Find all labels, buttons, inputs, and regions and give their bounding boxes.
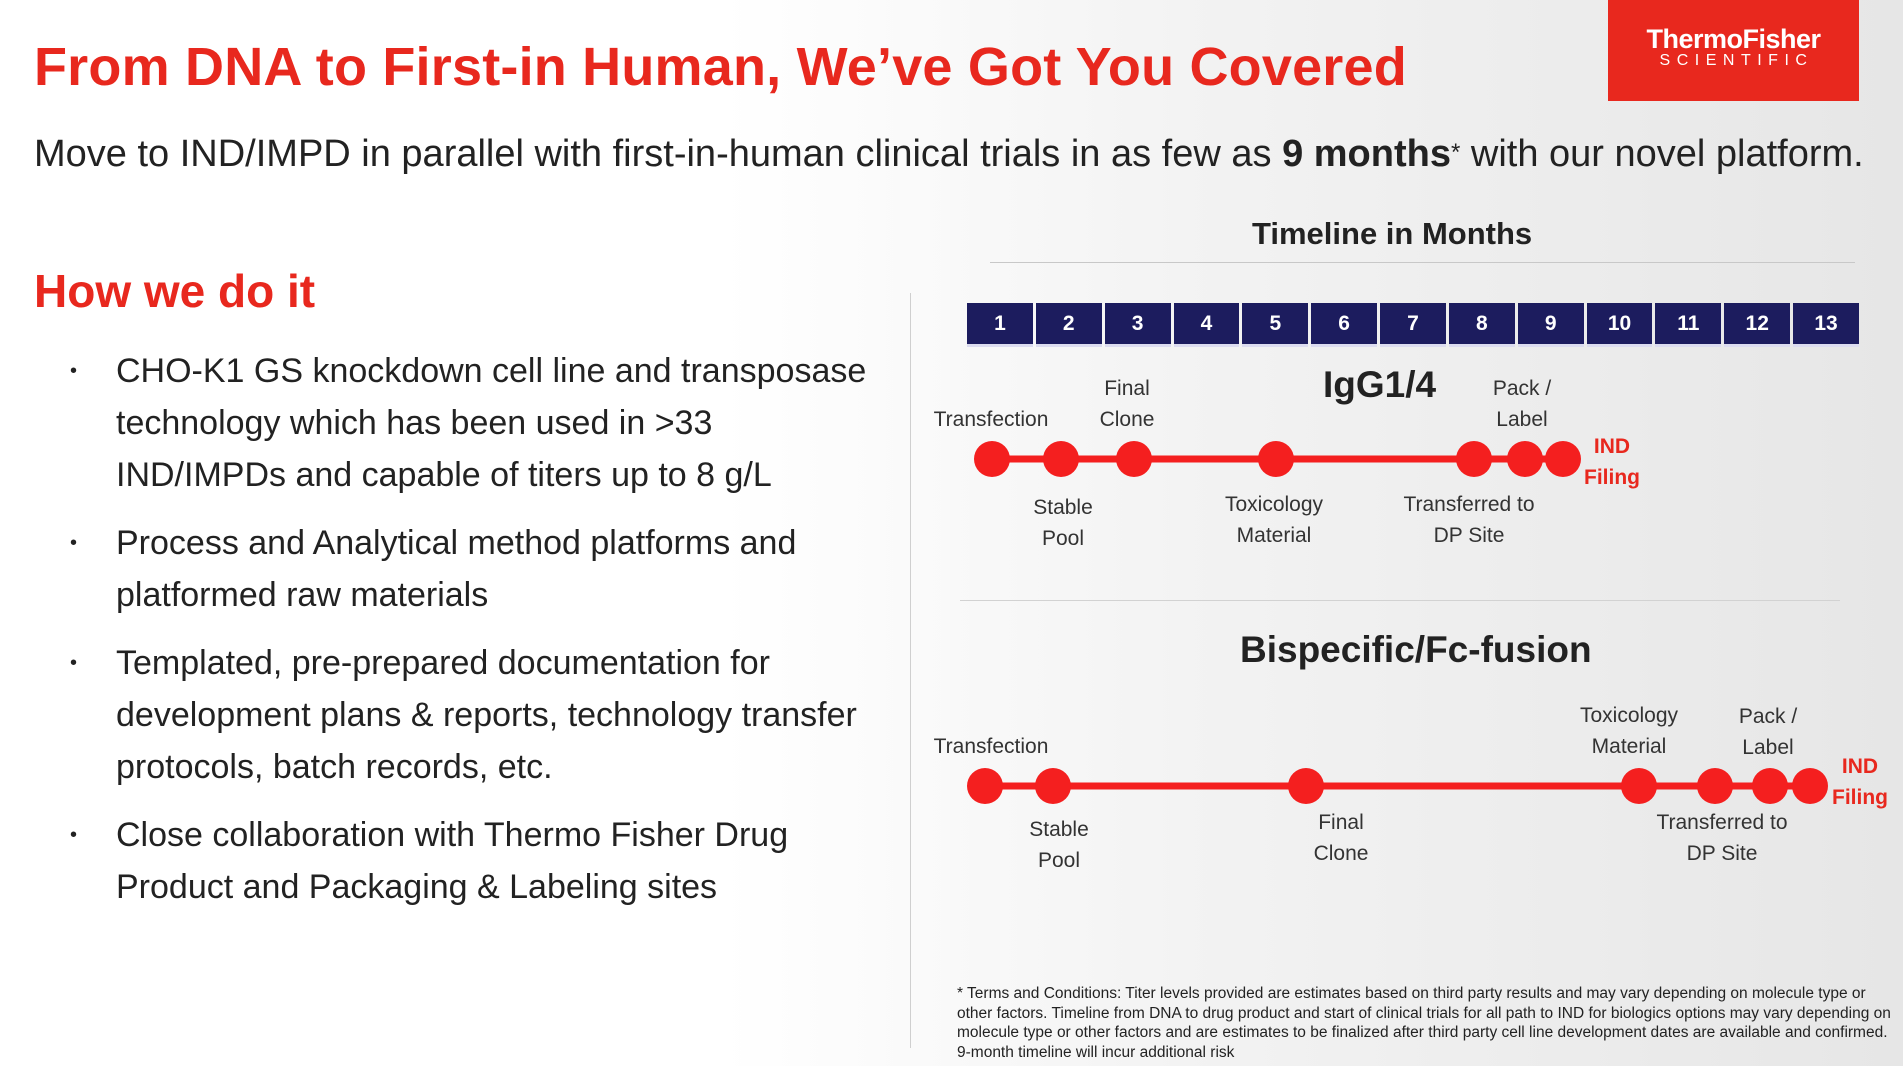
bispecific-final-clone-dot (1288, 768, 1324, 804)
bullet-marker: • (70, 824, 78, 846)
bullet-marker: • (70, 360, 78, 382)
month-cell: 1 (967, 303, 1033, 347)
intro-bold: 9 months (1282, 133, 1451, 175)
bullet-item: • CHO-K1 GS knockdown cell line and trans… (62, 345, 882, 501)
label-line: Pack / (1738, 705, 1798, 728)
bispecific-pack-label-dot (1752, 768, 1788, 804)
bullet-item: • Close collaboration with Thermo Fisher … (62, 809, 882, 913)
igg-final-clone-dot (1116, 441, 1152, 477)
bullet-item: • Process and Analytical method platforms… (62, 517, 882, 621)
label-line: Toxicology (1224, 493, 1324, 516)
bullet-text: Templated, pre-prepared documentation fo… (116, 644, 857, 786)
igg-transfection-dot (974, 441, 1010, 477)
bispecific-final-clone-label: Final Clone (1314, 807, 1369, 869)
month-cell: 12 (1724, 303, 1791, 347)
bispecific-ind-filing-label: IND Filing (1832, 751, 1888, 813)
igg-stable-pool-dot (1043, 441, 1079, 477)
intro-star: * (1450, 139, 1461, 166)
bullet-list: • CHO-K1 GS knockdown cell line and trans… (62, 345, 882, 929)
igg-final-clone-label: Final Clone (1100, 373, 1155, 435)
label-line: Final (1318, 811, 1364, 834)
bispecific-title: Bispecific/Fc-fusion (1240, 629, 1592, 670)
label-line: IND (1841, 755, 1879, 778)
timeline-heading: Timeline in Months (1252, 216, 1533, 251)
label-line: Pack / (1492, 377, 1552, 400)
label-line: Label (1742, 736, 1794, 759)
bispecific-toxicology-dot (1621, 768, 1657, 804)
bullet-text: CHO-K1 GS knockdown cell line and transp… (116, 352, 867, 494)
label-line: DP Site (1433, 524, 1505, 547)
igg-transfection-label: Transfection (933, 408, 1049, 431)
column-divider (910, 293, 911, 1048)
label-line: Clone (1099, 408, 1155, 431)
label-line: Pool (1041, 527, 1085, 550)
logo-line-2: SCIENTIFIC (1659, 52, 1814, 69)
igg-pack-label-dot (1507, 441, 1543, 477)
label-line: Label (1496, 408, 1548, 431)
bispecific-pack-label-label: Pack / Label (1739, 701, 1797, 763)
igg-stable-pool-label: Stable Pool (1033, 492, 1093, 554)
month-cell: 7 (1380, 303, 1446, 347)
label-line: Material (1236, 524, 1312, 547)
label-line: Final (1104, 377, 1150, 400)
igg-ind-filing-label: IND Filing (1584, 431, 1640, 493)
bispecific-transfer-dot (1697, 768, 1733, 804)
igg-transfer-label: Transferred to DP Site (1403, 489, 1534, 551)
label-line: Transferred to (1656, 811, 1788, 834)
bispecific-transfection-label: Transfection (933, 735, 1049, 758)
bispecific-stable-pool-dot (1035, 768, 1071, 804)
label-line: DP Site (1686, 842, 1758, 865)
intro-text: Move to IND/IMPD in parallel with first-… (34, 124, 1864, 183)
page-title: From DNA to First-in Human, We’ve Got Yo… (34, 37, 1407, 97)
label-line: Filing (1832, 786, 1888, 809)
month-cell: 11 (1655, 303, 1722, 347)
month-cell: 2 (1035, 303, 1102, 347)
bispecific-ind-filing-dot (1792, 768, 1828, 804)
bispecific-stable-pool-label: Stable Pool (1029, 814, 1089, 876)
thermo-fisher-logo: ThermoFisher SCIENTIFIC (1608, 0, 1859, 101)
intro-after: with our novel platform. (1460, 133, 1864, 175)
label-line: Stable (1029, 818, 1089, 841)
bullet-text: Process and Analytical method platforms … (116, 524, 797, 614)
label-line: IND (1593, 435, 1631, 458)
intro-before: Move to IND/IMPD in parallel with first-… (34, 133, 1283, 175)
how-we-do-it-heading: How we do it (34, 265, 316, 317)
month-cell: 6 (1311, 303, 1378, 347)
igg-toxicology-dot (1258, 441, 1294, 477)
igg-pack-label-label: Pack / Label (1493, 373, 1551, 435)
month-bar: 1 2 3 4 5 6 7 8 9 10 11 12 13 (967, 303, 1859, 347)
month-cell: 9 (1517, 303, 1584, 347)
month-cell: 10 (1586, 303, 1653, 347)
igg-title: IgG1/4 (1323, 364, 1437, 405)
bispecific-transfer-label: Transferred to DP Site (1656, 807, 1787, 869)
section-divider (960, 600, 1840, 601)
label-line: Toxicology (1579, 704, 1679, 727)
bullet-marker: • (70, 532, 78, 554)
bispecific-toxicology-label: Toxicology Material (1580, 700, 1678, 762)
logo-line-1: ThermoFisher (1646, 24, 1821, 54)
terms-footnote: * Terms and Conditions: Titer levels pro… (957, 985, 1891, 1061)
bullet-text: Close collaboration with Thermo Fisher D… (116, 816, 789, 906)
month-cell: 13 (1793, 303, 1859, 347)
month-cell: 8 (1448, 303, 1515, 347)
label-line: Material (1591, 735, 1667, 758)
label-line: Transferred to (1403, 493, 1535, 516)
label-line: Clone (1313, 842, 1369, 865)
igg-transfer-dot (1456, 441, 1492, 477)
bispecific-transfection-dot (967, 768, 1003, 804)
month-cell: 4 (1173, 303, 1240, 347)
label-line: Stable (1033, 496, 1093, 519)
igg-ind-filing-dot (1545, 441, 1581, 477)
label-line: Filing (1584, 466, 1640, 489)
heading-rule (990, 262, 1855, 263)
label-line: Pool (1037, 849, 1081, 872)
month-cell: 3 (1104, 303, 1171, 347)
igg-toxicology-label: Toxicology Material (1225, 489, 1323, 551)
bullet-item: • Templated, pre-prepared documentation f… (62, 637, 882, 793)
month-cell: 5 (1242, 303, 1309, 347)
bullet-marker: • (70, 652, 78, 674)
